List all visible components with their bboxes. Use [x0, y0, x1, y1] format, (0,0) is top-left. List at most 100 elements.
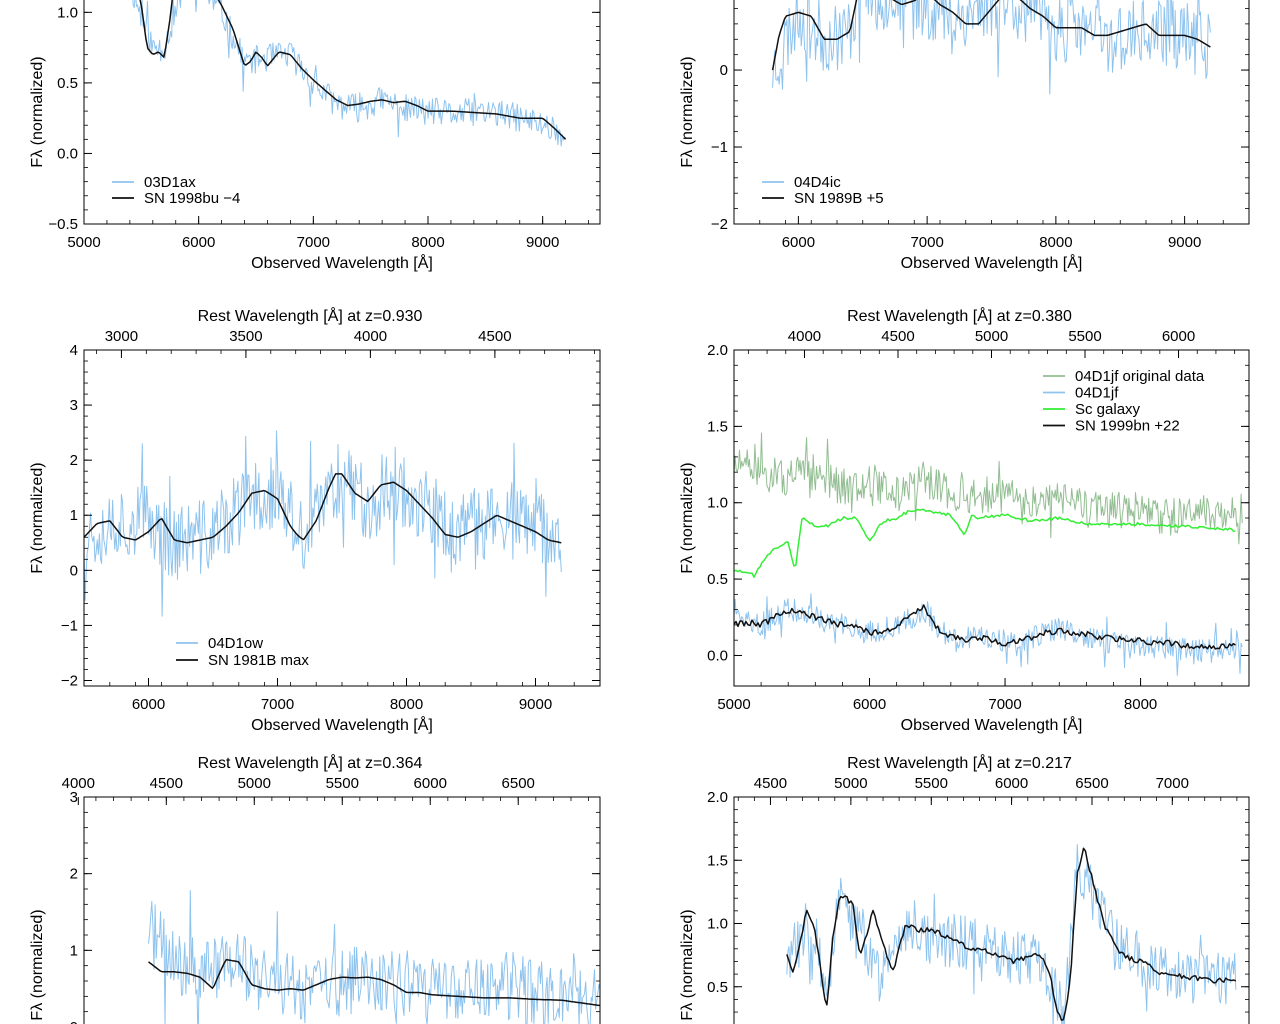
x-tick-label: 6000 [182, 234, 215, 251]
x-tick-label: 5000 [717, 696, 750, 713]
top-tick-label: 6500 [1075, 775, 1108, 792]
x-tick-label: 7000 [988, 696, 1021, 713]
top-tick-label: 5000 [975, 328, 1008, 345]
top-tick-label: 6000 [1162, 328, 1195, 345]
series-line-galaxy [734, 508, 1236, 578]
y-tick-label: 1.5 [707, 852, 728, 869]
series-line-template [148, 958, 600, 1007]
series-line-observed [734, 593, 1243, 676]
plot-frame [83, 796, 601, 1024]
y-tick-label: 1.5 [707, 418, 728, 435]
x-tick-label: 9000 [1168, 234, 1201, 251]
x-tick-label: 9000 [519, 696, 552, 713]
y-axis-title: Fλ (normalized) [29, 909, 46, 1020]
y-tick-label: −0.5 [48, 216, 78, 233]
top-axis-title: Rest Wavelength [Å] at z=0.217 [847, 753, 1072, 772]
top-tick-label: 5500 [326, 775, 359, 792]
top-tick-label: 7000 [1156, 775, 1189, 792]
top-tick-label: 5000 [834, 775, 867, 792]
y-tick-label: 1.0 [707, 916, 728, 933]
y-tick-label: −1 [711, 139, 728, 156]
x-axis-title: Observed Wavelength [Å] [251, 715, 433, 734]
top-tick-label: 6000 [995, 775, 1028, 792]
y-tick-label: −2 [61, 672, 78, 689]
top-tick-label: 4500 [881, 328, 914, 345]
y-tick-label: 2 [70, 452, 78, 469]
legend-label: SN 1981B max [208, 652, 309, 669]
legend-label: 04D1jf original data [1075, 368, 1205, 385]
y-tick-label: 0.0 [707, 647, 728, 664]
y-tick-label: 0.5 [57, 75, 78, 92]
x-axis-title: Observed Wavelength [Å] [901, 253, 1083, 272]
top-tick-label: 4500 [754, 775, 787, 792]
top-tick-label: 6500 [502, 775, 535, 792]
panel-1: 5000 6000 7000 8000 9000 −0.5 0.0 0.5 1.0 Observe… [29, 0, 601, 272]
legend-label: SN 1999bn +22 [1075, 418, 1180, 435]
x-tick-label: 7000 [297, 234, 330, 251]
y-tick-label: 3 [70, 397, 78, 414]
top-tick-label: 5000 [238, 775, 271, 792]
top-axis-title: Rest Wavelength [Å] at z=0.380 [847, 306, 1072, 325]
series-line-observed [786, 844, 1237, 1024]
y-tick-label: 2.0 [707, 789, 728, 806]
top-tick-label: 4500 [478, 328, 511, 345]
y-axis-title: Fλ (normalized) [29, 56, 46, 167]
top-axis-title: Rest Wavelength [Å] at z=0.364 [198, 753, 423, 772]
legend-label: SN 1989B +5 [794, 190, 884, 207]
y-tick-label: 1.0 [57, 4, 78, 21]
top-tick-label: 6000 [414, 775, 447, 792]
series-line-observed [148, 890, 600, 1024]
top-tick-label: 3500 [229, 328, 262, 345]
series-line-template [84, 473, 562, 544]
series-line-template [771, 0, 1211, 71]
x-tick-label: 8000 [1039, 234, 1072, 251]
series-line-original [734, 432, 1243, 545]
top-axis-title: Rest Wavelength [Å] at z=0.930 [198, 306, 423, 325]
y-tick-label: 1 [70, 942, 78, 959]
y-tick-label: 2.0 [707, 342, 728, 359]
top-tick-label: 3000 [105, 328, 138, 345]
y-tick-label: 1.0 [707, 495, 728, 512]
y-tick-label: −2 [711, 216, 728, 233]
series-line-observed [772, 0, 1211, 95]
top-tick-label: 4500 [150, 775, 183, 792]
x-tick-label: 6000 [853, 696, 886, 713]
x-tick-label: 5000 [67, 234, 100, 251]
panel-2: 6000 7000 8000 9000 −2 −1 0 Observed Wavelength… [679, 0, 1250, 272]
top-tick-label: 5500 [915, 775, 948, 792]
y-tick-label: 0.5 [707, 979, 728, 996]
y-tick-label: 1 [70, 507, 78, 524]
y-tick-label: 0 [70, 562, 78, 579]
x-tick-label: 8000 [1124, 696, 1157, 713]
y-tick-label: 0.0 [57, 145, 78, 162]
x-tick-label: 6000 [132, 696, 165, 713]
top-tick-label: 4000 [788, 328, 821, 345]
x-tick-label: 7000 [910, 234, 943, 251]
top-tick-label: 5500 [1068, 328, 1101, 345]
top-tick-label: 4000 [62, 775, 95, 792]
y-tick-label: 2 [70, 866, 78, 883]
legend-label: 04D1ow [208, 635, 263, 652]
x-tick-label: 7000 [261, 696, 294, 713]
plot-frame [733, 796, 1250, 1024]
panel-3: 6000 7000 8000 9000 −2 −1 0 1 2 3 4 3000 3500 4000 450… [29, 306, 601, 734]
y-tick-label: 0 [720, 62, 728, 79]
y-axis-title: Fλ (normalized) [679, 56, 696, 167]
y-tick-label: 3 [70, 789, 78, 806]
series-line-observed [84, 430, 562, 617]
x-axis-title: Observed Wavelength [Å] [251, 253, 433, 272]
x-tick-label: 8000 [390, 696, 423, 713]
panel-6: 0.5 1.0 1.5 2.0 4500 5000 5500 6000 6500 7000 Rest… [679, 753, 1250, 1024]
panel-4: 5000 6000 7000 8000 0.0 0.5 1.0 1.5 2.0 4000 4500 5… [679, 306, 1250, 734]
top-tick-label: 4000 [354, 328, 387, 345]
x-tick-label: 9000 [526, 234, 559, 251]
legend-label: SN 1998bu −4 [144, 190, 240, 207]
y-tick-label: 4 [70, 342, 78, 359]
y-axis-title: Fλ (normalized) [29, 462, 46, 573]
series-line-template [139, 0, 567, 140]
legend-label: 04D1jf [1075, 385, 1119, 402]
x-tick-label: 6000 [782, 234, 815, 251]
legend-label: 03D1ax [144, 174, 196, 191]
